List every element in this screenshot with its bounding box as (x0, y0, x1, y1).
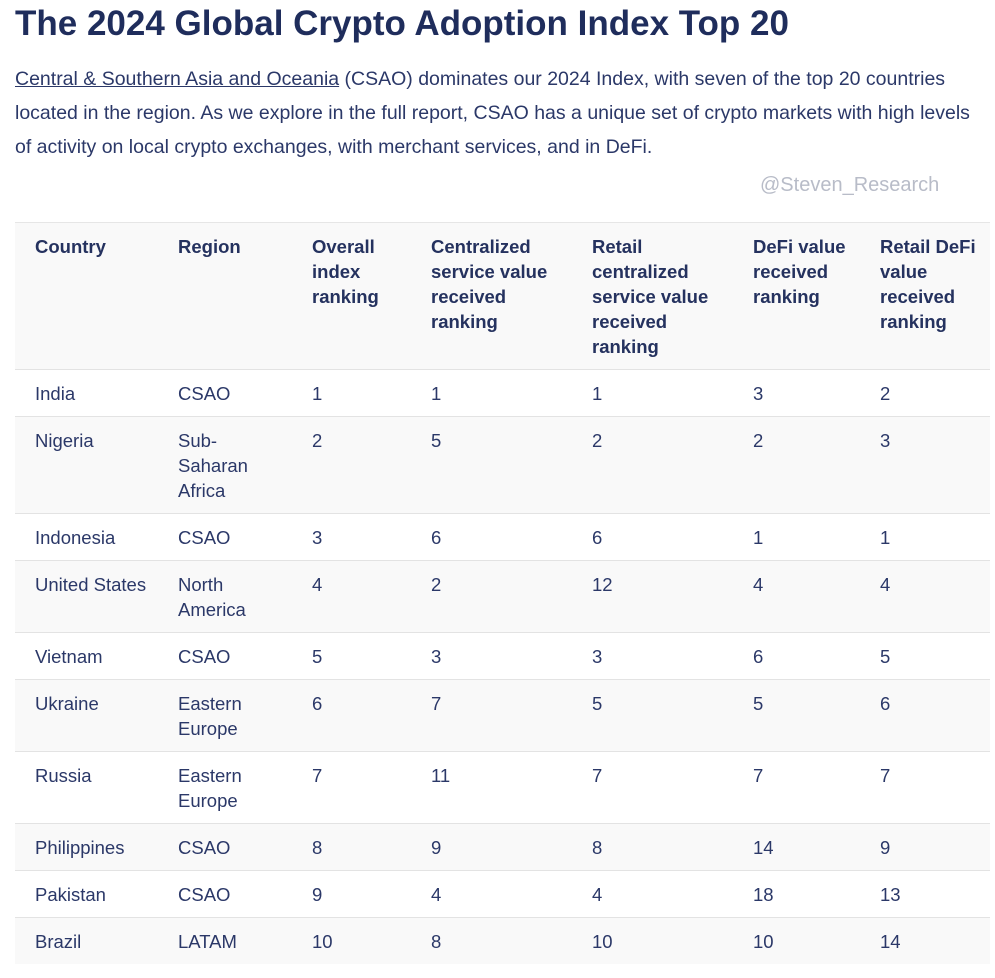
region-link[interactable]: Central & Southern Asia and Oceania (15, 68, 340, 90)
table-cell: 10 (592, 930, 613, 952)
table-cell: LATAM (178, 930, 237, 952)
table-cell: 6 (592, 526, 603, 548)
table-cell: 5 (880, 645, 891, 667)
column-header: Centralized service value received ranki… (431, 236, 548, 332)
table-cell: 1 (312, 382, 323, 404)
table-cell: 4 (592, 883, 603, 905)
table-cell: Ukraine (35, 692, 99, 714)
table-cell: 1 (592, 382, 603, 404)
column-header: Overall index ranking (312, 236, 379, 307)
table-row: Nigeria Sub-Saharan Africa 2 5 2 2 3 (15, 416, 990, 514)
table-cell: 2 (592, 429, 603, 451)
table-cell: 8 (312, 836, 323, 858)
watermark: @Steven_Research (760, 174, 940, 196)
table-cell: 3 (753, 382, 764, 404)
table-cell: 6 (431, 526, 442, 548)
table-cell: 14 (880, 930, 901, 952)
intro-paragraph: Central & Southern Asia and Oceania (CSA… (15, 62, 975, 164)
table-cell: 8 (431, 930, 442, 952)
table-cell: Sub-Saharan Africa (178, 429, 248, 501)
table-cell: India (35, 382, 76, 404)
table-cell: CSAO (178, 382, 231, 404)
page-title: The 2024 Global Crypto Adoption Index To… (15, 4, 789, 43)
table-cell: 5 (312, 645, 323, 667)
table-cell: 9 (312, 883, 323, 905)
table-cell: Vietnam (35, 645, 103, 667)
table-row: Brazil LATAM 10 8 10 10 14 (15, 917, 990, 964)
table-cell: 2 (880, 382, 891, 404)
table-cell: 4 (880, 573, 891, 595)
table-cell: CSAO (178, 836, 231, 858)
table-cell: Russia (35, 764, 92, 786)
table-cell: 5 (753, 692, 764, 714)
table-cell: 3 (312, 526, 323, 548)
table-cell: 2 (431, 573, 442, 595)
table-cell: 10 (312, 930, 333, 952)
table-cell: 18 (753, 883, 774, 905)
column-header: Region (178, 236, 241, 257)
table-cell: 3 (431, 645, 442, 667)
table-row: India CSAO 1 1 1 3 2 (15, 369, 990, 417)
table-header-row: Country Region Overall index ranking Centra… (15, 222, 990, 370)
table-cell: Indonesia (35, 526, 116, 548)
table-row: Vietnam CSAO 5 3 3 6 5 (15, 632, 990, 680)
table-cell: 7 (880, 764, 891, 786)
adoption-index-table: Country Region Overall index ranking Centra… (15, 222, 990, 964)
table-cell: 7 (592, 764, 603, 786)
table-cell: Pakistan (35, 883, 106, 905)
table-cell: 14 (753, 836, 774, 858)
intro-text: (CSAO) dominates our 2024 Index, with se… (15, 68, 970, 158)
table-cell: North America (178, 573, 246, 620)
table-cell: Brazil (35, 930, 82, 952)
table-cell: 4 (431, 883, 442, 905)
table-cell: 2 (753, 429, 764, 451)
table-cell: Philippines (35, 836, 125, 858)
table-cell: 12 (592, 573, 613, 595)
table-cell: 2 (312, 429, 323, 451)
table-cell: Eastern Europe (178, 764, 242, 811)
table-cell: 3 (880, 429, 891, 451)
table-cell: CSAO (178, 526, 231, 548)
table-cell: 13 (880, 883, 901, 905)
column-header: Country (35, 236, 106, 257)
table-row: Pakistan CSAO 9 4 4 18 13 (15, 870, 990, 918)
table-row: Indonesia CSAO 3 6 6 1 1 (15, 513, 990, 561)
table-cell: 10 (753, 930, 774, 952)
table-cell: 8 (592, 836, 603, 858)
table-row: United States North America 4 2 12 4 4 (15, 560, 990, 633)
table-cell: 1 (753, 526, 764, 548)
column-header: Retail centralized service value receive… (592, 236, 709, 357)
table-cell: 6 (753, 645, 764, 667)
table-cell: 1 (880, 526, 891, 548)
table-cell: 9 (431, 836, 442, 858)
table-cell: Eastern Europe (178, 692, 242, 739)
table-row: Philippines CSAO 8 9 8 14 9 (15, 823, 990, 871)
table-cell: 3 (592, 645, 603, 667)
table-cell: 5 (592, 692, 603, 714)
table-cell: 6 (312, 692, 323, 714)
table-cell: 5 (431, 429, 442, 451)
table-cell: Nigeria (35, 429, 94, 451)
table-cell: United States (35, 573, 147, 595)
column-header: Retail DeFi value received ranking (880, 236, 976, 332)
column-header: DeFi value received ranking (753, 236, 846, 307)
table-cell: 7 (753, 764, 764, 786)
table-cell: 4 (753, 573, 764, 595)
table-cell: 7 (312, 764, 323, 786)
table-row: Ukraine Eastern Europe 6 7 5 5 6 (15, 679, 990, 752)
table-cell: 6 (880, 692, 891, 714)
table-cell: CSAO (178, 883, 231, 905)
table-cell: 11 (431, 764, 451, 786)
table-cell: 7 (431, 692, 442, 714)
table-cell: 1 (431, 382, 442, 404)
table-cell: CSAO (178, 645, 231, 667)
table-cell: 9 (880, 836, 891, 858)
table-cell: 4 (312, 573, 323, 595)
table-row: Russia Eastern Europe 7 11 7 7 7 (15, 751, 990, 824)
